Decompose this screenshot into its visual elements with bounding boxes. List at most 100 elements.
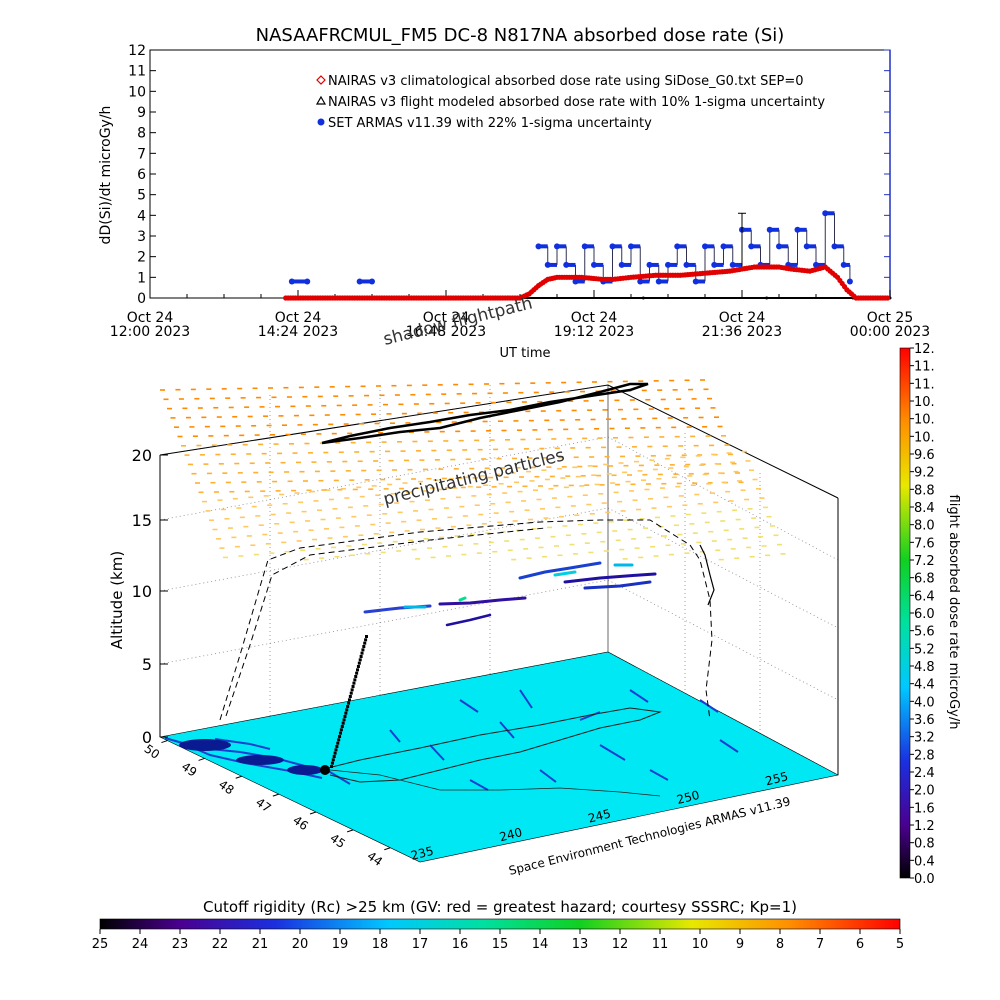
ascent-dot (339, 728, 343, 732)
cutoff-colorbar-title: Cutoff rigidity (Rc) >25 km (GV: red = g… (203, 898, 797, 916)
x-tick-label-date: Oct 24 (275, 310, 322, 326)
lat-tick (346, 829, 354, 833)
dose-colorbar-tick-label: 6.0 (914, 607, 935, 622)
figure-title: NASAAFRCMUL_FM5 DC-8 N817NA absorbed dos… (256, 25, 785, 46)
ascent-dot (361, 648, 365, 652)
cutoff-colorbar-tick-label: 12 (612, 937, 629, 952)
ascent-dot (350, 688, 354, 692)
dose-colorbar-tick-label: 0.8 (914, 837, 935, 852)
lat-tick (235, 775, 242, 779)
ground-track (319, 707, 662, 783)
nairas-flight-point (765, 296, 769, 300)
z-tick-label: 5 (142, 655, 152, 674)
y-tick-label: 10 (128, 84, 146, 100)
ascent-dot (345, 708, 349, 712)
x-tick-label-time: 16:48 2023 (406, 324, 486, 340)
y-tick-label: 0 (137, 291, 146, 307)
cutoff-colorbar: Cutoff rigidity (Rc) >25 km (GV: red = g… (92, 898, 904, 952)
nairas-flight-point (641, 296, 645, 300)
ascent-dot (335, 745, 339, 748)
armas-point (304, 278, 311, 285)
flight-path-colored (363, 561, 657, 627)
ascent-trail (330, 635, 368, 768)
ascent-dot (330, 761, 334, 765)
legend-marker (315, 95, 327, 105)
dose-colorbar-ticks: 0.0 0.4 0.8 1.2 1.6 2.0 2.4 2.8 3.2 3.6 4.0 4.4 4.8 5… (910, 342, 935, 887)
legend-label: SET ARMAS v11.39 with 22% 1-sigma uncert… (328, 116, 652, 131)
ascent-dot (347, 701, 351, 705)
dose-colorbar-tick-label: 11. (914, 360, 935, 375)
cutoff-colorbar-tick-label: 13 (572, 937, 589, 952)
cutoff-colorbar-tick-label: 22 (212, 937, 229, 952)
legend-marker (316, 75, 326, 85)
cutoff-colorbar-tick-label: 6 (856, 937, 864, 952)
shadow-flightpath-line (219, 519, 713, 721)
ascent-dot (363, 641, 367, 645)
lat-tick-label: 46 (290, 813, 311, 833)
ascent-dot (330, 765, 333, 768)
dose-colorbar-tick-label: 6.8 (914, 572, 935, 587)
dose-colorbar-tick-label: 9.2 (914, 466, 935, 481)
lon-tick-label: 245 (587, 807, 613, 826)
lon-tick-label: 255 (764, 769, 790, 788)
dose-colorbar-tick-label: 12. (914, 342, 935, 357)
z-ticks: 0 5 10 15 20 (132, 446, 168, 747)
series-layer (283, 210, 892, 301)
z-tick-label: 15 (132, 511, 152, 530)
ascent-dot (349, 691, 353, 695)
x-tick-label-date: Oct 24 (127, 310, 174, 326)
dose-colorbar-tick-label: 5.6 (914, 625, 935, 640)
y-tick-label: 9 (137, 105, 146, 121)
x-tick-label-time: 12:00 2023 (110, 324, 190, 340)
ascent-dot (333, 751, 337, 755)
top-box-edge (159, 384, 839, 499)
dose-colorbar-tick-label: 10. (914, 430, 935, 445)
y-tick-label: 12 (128, 43, 146, 59)
dose-colorbar-tick-label: 4.8 (914, 660, 935, 675)
lat-tick-label: 49 (179, 759, 200, 779)
y-tick-label: 11 (128, 64, 146, 80)
dose-colorbar-gradient (899, 347, 911, 879)
ascent-dot (334, 748, 338, 752)
dose-colorbar-tick-label: 7.6 (914, 536, 935, 551)
cutoff-colorbar-tick-label: 17 (412, 937, 429, 952)
dose-colorbar-tick-label: 3.2 (914, 731, 935, 746)
back-wall-grid (159, 382, 839, 776)
dose-colorbar-tick-label: 2.4 (914, 766, 935, 781)
lat-tick (161, 740, 168, 744)
lon-tick-label: 235 (409, 844, 435, 863)
dose-colorbar-tick-label: 11. (914, 377, 935, 392)
ascent-dot (346, 705, 350, 708)
ascent-dot (347, 698, 351, 702)
legend-label: NAIRAS v3 flight modeled absorbed dose r… (328, 95, 825, 110)
lon-tick-label: 250 (675, 788, 701, 807)
shadow-track-top (321, 382, 649, 445)
dose-colorbar-tick-label: 1.2 (914, 819, 935, 834)
precipitating-particles-cloud (160, 379, 786, 561)
cutoff-colorbar-tick-label: 10 (692, 937, 709, 952)
x-tick-label-date: Oct 24 (423, 310, 470, 326)
dose-colorbar-tick-label: 2.0 (914, 784, 935, 799)
ascent-dot (342, 718, 346, 722)
dose-colorbar: 0.0 0.4 0.8 1.2 1.6 2.0 2.4 2.8 3.2 3.6 4.0 4.4 4.8 5… (899, 342, 961, 887)
x-tick-label-time: 14:24 2023 (258, 324, 338, 340)
shadow-flightpath-line-2 (225, 527, 546, 717)
cutoff-colorbar-gradient (99, 918, 901, 930)
cutoff-colorbar-tick-label: 14 (532, 937, 549, 952)
dose-colorbar-tick-label: 2.8 (914, 748, 935, 763)
ascent-dot (348, 695, 352, 698)
dose-colorbar-tick-label: 8.4 (914, 501, 935, 516)
ascent-dot (365, 635, 368, 638)
descent-track (699, 544, 715, 606)
cutoff-colorbar-tick-label: 18 (372, 937, 389, 952)
ascent-dot (358, 658, 362, 662)
cutoff-colorbar-tick-label: 19 (332, 937, 349, 952)
x-tick-label-time: 21:36 2023 (702, 324, 782, 340)
z-tick-label: 0 (142, 728, 152, 747)
y-tick-label: 6 (137, 167, 146, 183)
cutoff-colorbar-tick-label: 15 (492, 937, 509, 952)
dose-colorbar-tick-label: 4.0 (914, 695, 935, 710)
dose-colorbar-tick-label: 4.4 (914, 678, 935, 693)
